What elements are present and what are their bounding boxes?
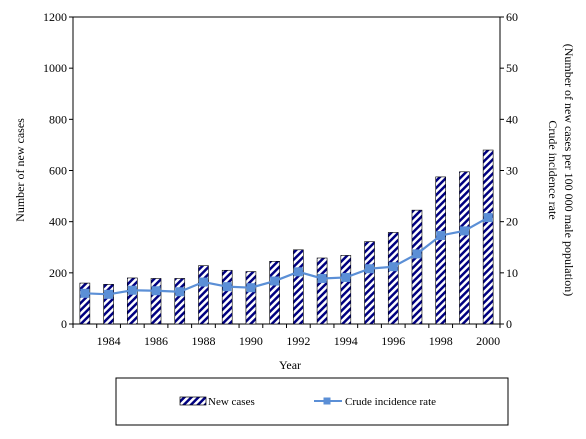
point-crude-rate-1991 — [270, 276, 280, 286]
bar-new-cases-1986 — [150, 278, 162, 325]
y2-tick-label: 50 — [506, 61, 518, 75]
y-tick-label: 800 — [49, 112, 67, 126]
y-tick-label: 400 — [49, 215, 67, 229]
bar-new-cases-1991 — [269, 261, 280, 325]
line-layer — [80, 213, 493, 299]
y-tick-label: 600 — [49, 164, 67, 178]
legend-label-crude-rate: Crude incidence rate — [345, 396, 436, 408]
bar-new-cases-1996 — [387, 232, 399, 325]
bar-new-cases-1984 — [103, 284, 114, 325]
bar-new-cases-1988 — [198, 265, 209, 325]
point-crude-rate-1994 — [341, 272, 351, 282]
point-crude-rate-1984 — [104, 289, 114, 299]
point-crude-rate-1990 — [246, 283, 256, 293]
point-crude-rate-1988 — [198, 277, 208, 287]
bar-new-cases-1999 — [459, 171, 470, 325]
y2-tick-label: 0 — [506, 317, 512, 331]
y2-tick-label: 10 — [506, 266, 518, 280]
y-tick-label: 1000 — [43, 61, 67, 75]
legend-swatch-new-cases — [179, 396, 207, 406]
x-tick-label: 1998 — [429, 334, 453, 348]
point-crude-rate-1995 — [365, 264, 375, 274]
y2-tick-label: 30 — [506, 164, 518, 178]
point-crude-rate-1997 — [412, 249, 422, 259]
point-crude-rate-2000 — [483, 213, 493, 223]
point-crude-rate-1996 — [388, 262, 398, 272]
bar-new-cases-1992 — [293, 249, 304, 325]
x-tick-label: 1992 — [286, 334, 310, 348]
x-tick-label: 2000 — [476, 334, 500, 348]
point-crude-rate-1987 — [175, 287, 185, 297]
bar-new-cases-1985 — [127, 277, 138, 325]
x-axis-title: Year — [279, 358, 301, 372]
point-crude-rate-1983 — [80, 288, 90, 298]
bar-new-cases-1998 — [435, 176, 446, 325]
bars-layer — [79, 149, 494, 325]
bar-new-cases-1990 — [245, 271, 257, 325]
point-crude-rate-1993 — [317, 273, 327, 283]
y2-axis-title-line2: (Number of new cases per 100 000 male po… — [562, 44, 576, 297]
legend-label-new-cases: New cases — [208, 396, 255, 408]
point-crude-rate-1985 — [127, 285, 137, 295]
bar-new-cases-1987 — [174, 278, 186, 325]
bar-new-cases-1995 — [364, 241, 375, 325]
bar-new-cases-1994 — [340, 255, 352, 325]
x-tick-label: 1990 — [239, 334, 263, 348]
point-crude-rate-1999 — [459, 226, 469, 236]
y-tick-label: 0 — [61, 317, 67, 331]
x-tick-label: 1988 — [191, 334, 215, 348]
x-tick-label: 1994 — [334, 334, 358, 348]
line-crude-incidence-rate — [84, 216, 489, 296]
bar-new-cases-2000 — [482, 149, 494, 325]
legend-swatch-marker — [323, 397, 331, 405]
bar-new-cases-1993 — [316, 257, 328, 325]
point-crude-rate-1992 — [293, 267, 303, 277]
x-tick-label: 1986 — [144, 334, 168, 348]
y-tick-label: 1200 — [43, 10, 67, 24]
x-tick-label: 1984 — [97, 334, 121, 348]
legend-box — [115, 377, 509, 426]
bar-new-cases-1989 — [221, 269, 233, 325]
point-crude-rate-1998 — [436, 230, 446, 240]
y-tick-label: 200 — [49, 266, 67, 280]
axes-layer: 0 200 400 600 800 1000 1200 0 10 20 30 40 50 60 1984 19… — [43, 10, 518, 348]
y2-axis-title-line1: Crude incidence rate — [546, 120, 560, 219]
y-axis-title: Number of new cases — [13, 118, 27, 222]
bar-new-cases-1997 — [411, 209, 423, 325]
point-crude-rate-1989 — [222, 282, 232, 292]
point-crude-rate-1986 — [151, 286, 161, 296]
y2-tick-label: 20 — [506, 215, 518, 229]
legend: New cases Crude incidence rate — [115, 377, 509, 426]
bar-new-cases-1983 — [79, 282, 91, 325]
y2-tick-label: 60 — [506, 10, 518, 24]
y2-tick-label: 40 — [506, 112, 518, 126]
x-tick-label: 1996 — [381, 334, 405, 348]
